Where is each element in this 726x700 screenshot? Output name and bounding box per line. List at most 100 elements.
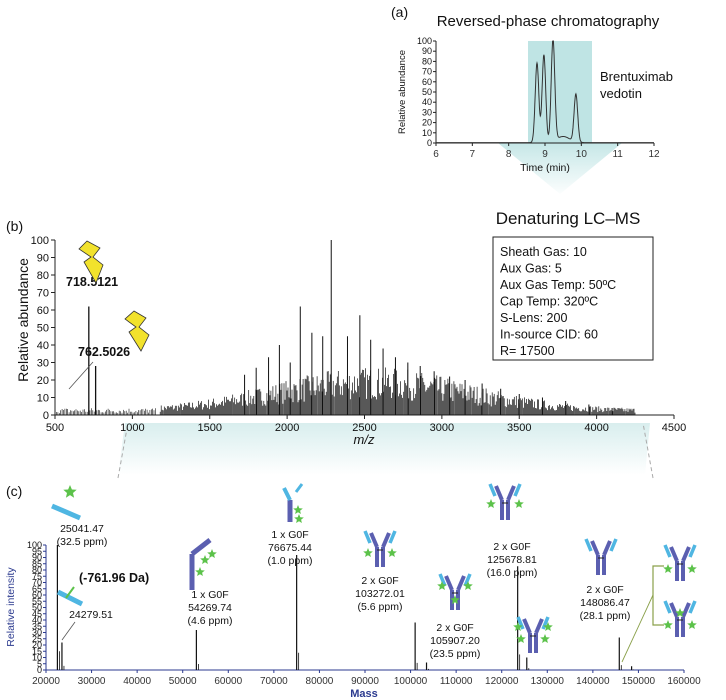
b-y-tick-label: 10 [37, 393, 49, 405]
chain-segment [506, 485, 516, 501]
c-y-tick-label: 25 [32, 634, 42, 644]
chain-segment [584, 538, 593, 552]
glycan-star-icon [437, 581, 447, 590]
glycan-star-icon [294, 514, 304, 523]
panel-b-title: Denaturing LC–MS [496, 209, 641, 228]
glycan-star-icon [514, 499, 524, 508]
a-x-tick-label: 8 [506, 149, 512, 160]
glycan-star-icon [450, 595, 460, 604]
c-y-tick-label: 65 [32, 584, 42, 594]
chain-segment [688, 600, 697, 614]
b-y-tick-label: 40 [37, 340, 49, 352]
b-y-tick-label: 80 [37, 270, 49, 282]
chain-segment [494, 485, 504, 501]
a-x-tick-label: 11 [612, 149, 623, 160]
b-x-tick-label: 2500 [352, 422, 376, 434]
a-x-tick-label: 10 [576, 149, 588, 160]
chain-segment [463, 573, 472, 587]
a-y-tick-label: 60 [422, 77, 432, 87]
a-y-tick-label: 40 [422, 97, 432, 107]
chain-segment [190, 538, 212, 556]
chain-segment [369, 532, 379, 548]
peak-c6-name: 2 x G0F [436, 622, 473, 634]
b-x-tick-label: 500 [46, 422, 64, 434]
c-y-tick-label: 5 [37, 659, 42, 669]
peak-c9-name: 2 x G0F [586, 584, 623, 596]
c-y-tick-label: 75 [32, 571, 42, 581]
c-x-tick-label: 160000 [667, 676, 701, 687]
glycan-star-icon [363, 548, 373, 557]
settings-line: Cap Temp: 320ºC [500, 295, 598, 309]
isomer-bracket [652, 565, 664, 626]
chain-segment [51, 503, 81, 521]
glycan-star-icon [687, 564, 697, 573]
a-x-tick-label: 6 [433, 149, 439, 160]
c-x-tick-label: 110000 [440, 676, 473, 687]
glycan-star-icon [486, 499, 496, 508]
peak-c3-mass: 54269.74 [188, 602, 232, 614]
panel-c-ylabel: Relative intensity [5, 567, 17, 647]
c-y-tick-label: 95 [32, 546, 42, 556]
c-x-tick-label: 50000 [169, 676, 197, 687]
panel-a-chromatogram: (a) Reversed-phase chromatography 6 7 8 9 10… [391, 4, 673, 194]
peak-c2-mass: 24279.51 [69, 609, 113, 621]
c-x-tick-label: 140000 [576, 676, 610, 687]
c-x-tick-label: 100000 [394, 676, 428, 687]
settings-box [492, 236, 654, 361]
panel-c-xlabel: Mass [350, 688, 378, 700]
peak-c9-ppm: (28.1 ppm) [580, 610, 631, 622]
c-y-tick-label: 60 [32, 590, 42, 600]
chain-segment [681, 602, 691, 618]
bolt-icon-2 [124, 310, 150, 352]
c-y-tick-label: 40 [32, 615, 42, 625]
c-x-tick-label: 30000 [78, 676, 106, 687]
c-x-tick-label: 120000 [485, 676, 519, 687]
peak-c2-leader [61, 621, 76, 641]
a-y-tick-label: 20 [422, 118, 432, 128]
chain-segment [590, 540, 600, 556]
glycan-star-icon [516, 634, 526, 643]
c-y-tick-label: 70 [32, 578, 42, 588]
chain-segment [438, 573, 447, 587]
panel-c-label: (c) [6, 483, 22, 499]
c-y-tick-label: 50 [32, 603, 42, 613]
b-x-tick-label: 1500 [198, 422, 222, 434]
chain-segment [516, 616, 525, 630]
bolt-icon-1 [78, 240, 104, 284]
a-y-tick-label: 30 [422, 107, 432, 117]
rp-funnel [498, 143, 622, 194]
a-y-tick-label: 50 [422, 87, 432, 97]
settings-list: Sheath Gas: 10 Aux Gas: 5 Aux Gas Temp: 50… [500, 245, 616, 358]
rp-annotation-line1: Brentuximab [600, 69, 673, 84]
chain-segment [669, 546, 679, 562]
b-y-tick-label: 100 [31, 235, 49, 247]
c-y-tick-label: 30 [32, 628, 42, 638]
a-y-tick-label: 90 [422, 46, 432, 56]
peak-label-718: 718.5121 [66, 275, 118, 289]
panel-a-label: (a) [391, 4, 408, 20]
peak-c1-ppm: (32.5 ppm) [57, 536, 108, 548]
b-y-tick-label: 30 [37, 358, 49, 370]
zoom-guide-left [117, 422, 129, 479]
glycan-star-icon [293, 505, 303, 514]
a-y-tick-label: 70 [422, 67, 432, 77]
panel-b-lcms: (b) Denaturing LC–MS 500 1000 1500 2000 2500… [6, 209, 686, 479]
peak-c4-ppm: (1.0 ppm) [268, 555, 313, 567]
chain-segment [669, 602, 679, 618]
c-x-tick-label: 80000 [306, 676, 334, 687]
c-x-tick-label: 150000 [622, 676, 656, 687]
glycan-star-icon [463, 581, 473, 590]
peak-c7-mass: 125678.81 [487, 554, 537, 566]
peak-c4-mass: 76675.44 [268, 542, 312, 554]
glycan-star-icon [200, 555, 210, 564]
peak-c9-mass: 148086.47 [580, 597, 630, 609]
panel-c-peaks [56, 545, 634, 670]
b-y-tick-label: 20 [37, 375, 49, 387]
panel-a-ylabel: Relative abundance [397, 50, 408, 134]
glycan-star-icon [540, 634, 550, 643]
chain-segment [522, 618, 532, 634]
a-x-tick-label: 12 [648, 149, 660, 160]
chain-segment [381, 532, 391, 548]
c-x-tick-label: 90000 [351, 676, 379, 687]
